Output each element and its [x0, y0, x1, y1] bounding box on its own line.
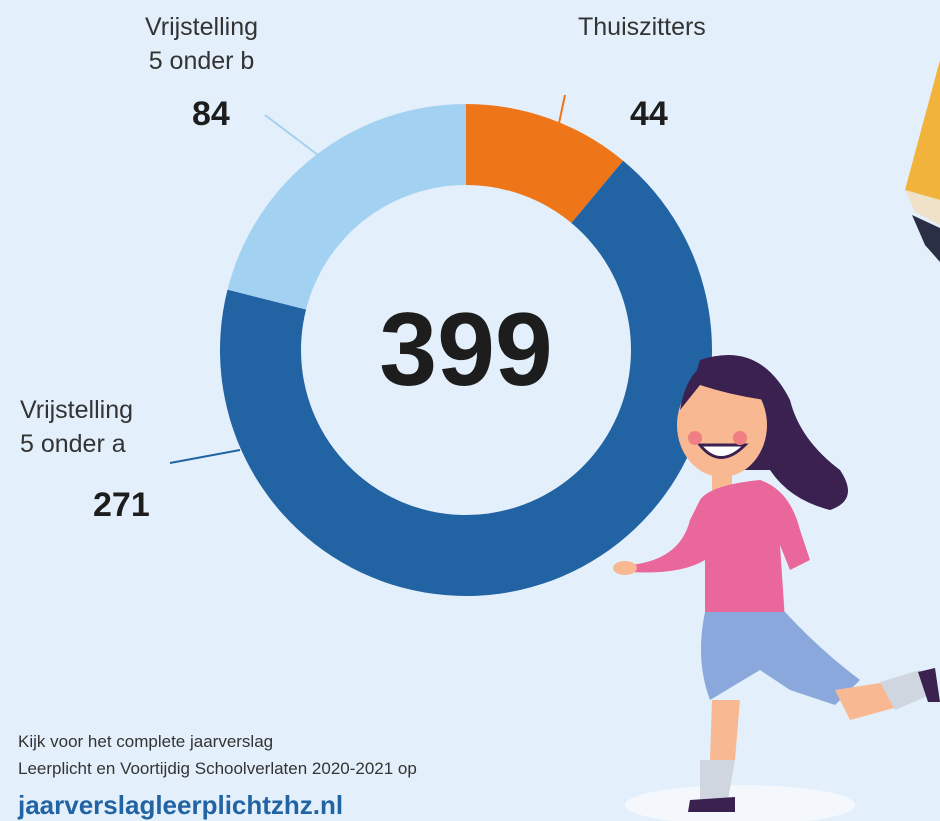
- footer-text: Kijk voor het complete jaarverslag: [18, 732, 273, 752]
- value-label: 44: [630, 95, 668, 134]
- leader-line: [170, 450, 240, 463]
- slice-label: Vrijstelling 5 onder b: [145, 10, 258, 78]
- leader-line: [265, 115, 318, 155]
- footer-text: Leerplicht en Voortijdig Schoolverlaten …: [18, 759, 417, 779]
- book-cover: [905, 60, 940, 200]
- infographic: Thuiszitters 44 Vrijstelling 5 onder a 2…: [0, 0, 940, 821]
- total-label: 399: [316, 290, 616, 410]
- value-label: 271: [93, 486, 150, 525]
- slice-label: Thuiszitters: [578, 10, 706, 44]
- donut-slice: [228, 104, 466, 309]
- chart: [0, 0, 940, 821]
- link[interactable]: jaarverslagleerplichtzhz.nl: [18, 790, 343, 821]
- slice-label: Vrijstelling 5 onder a: [20, 393, 133, 461]
- value-label: 84: [192, 95, 230, 134]
